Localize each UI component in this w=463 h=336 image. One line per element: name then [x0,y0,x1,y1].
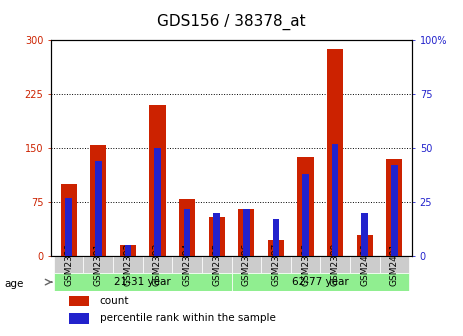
Bar [120,245,136,256]
Bar [143,256,172,274]
Bar [172,256,202,274]
Text: GSM2396: GSM2396 [242,243,251,286]
Bar [232,274,409,291]
Bar [302,174,309,256]
Bar [380,256,409,274]
Text: 62-77 year: 62-77 year [292,277,349,287]
Text: GSM2392: GSM2392 [124,243,132,286]
Bar [261,256,291,274]
Bar [213,213,220,256]
Text: GSM2397: GSM2397 [271,243,281,286]
Bar [54,274,232,291]
Bar [208,216,225,256]
Bar [232,256,261,274]
Bar [125,245,131,256]
Text: GSM2395: GSM2395 [212,243,221,286]
Text: GSM2398: GSM2398 [301,243,310,286]
Bar [273,219,279,256]
Bar [179,199,195,256]
Text: GSM2394: GSM2394 [182,243,192,286]
Bar [154,148,161,256]
Bar [362,213,368,256]
Text: GDS156 / 38378_at: GDS156 / 38378_at [157,14,306,30]
Text: 21-31 year: 21-31 year [114,277,171,287]
Bar [238,209,255,256]
Bar [83,256,113,274]
Bar [202,256,232,274]
Bar [320,256,350,274]
Bar [65,198,72,256]
Text: GSM2393: GSM2393 [153,243,162,286]
Text: count: count [100,296,129,306]
Bar [113,256,143,274]
Bar [332,144,338,256]
Bar [268,240,284,256]
Bar [95,161,101,256]
Bar [291,256,320,274]
Bar [150,105,166,256]
Bar [90,144,106,256]
Bar [54,256,83,274]
Bar [69,296,89,306]
Text: GSM2401: GSM2401 [390,243,399,286]
Bar [184,209,190,256]
Bar [61,184,77,256]
Text: percentile rank within the sample: percentile rank within the sample [100,313,275,323]
Bar [69,313,89,324]
Bar [350,256,380,274]
Bar [391,165,398,256]
Text: GSM2400: GSM2400 [360,243,369,286]
Text: GSM2399: GSM2399 [331,243,339,286]
Text: GSM2390: GSM2390 [64,243,73,286]
Text: age: age [5,279,24,289]
Text: GSM2391: GSM2391 [94,243,103,286]
Bar [243,209,250,256]
Bar [357,235,373,256]
Bar [386,159,402,256]
Bar [297,157,313,256]
Bar [327,49,343,256]
